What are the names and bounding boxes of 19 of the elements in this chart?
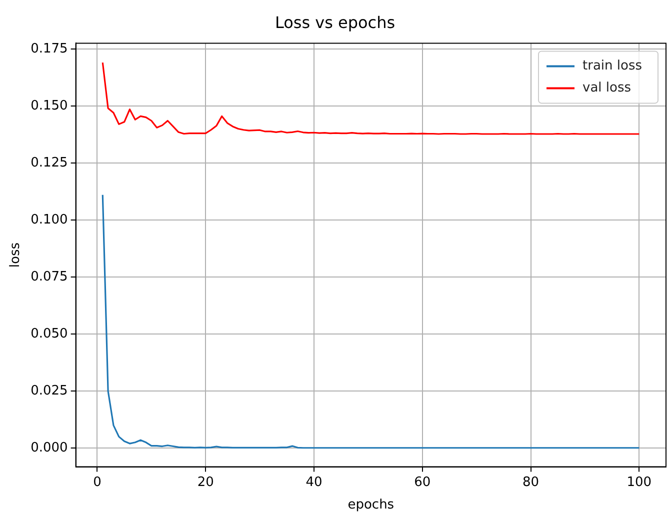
chart-title: Loss vs epochs: [274, 12, 396, 32]
y-tick-label: 0.050: [30, 326, 68, 342]
y-tick-label: 0.125: [30, 155, 68, 170]
x-tick-label: 60: [414, 474, 431, 490]
x-tick-label: 40: [306, 474, 322, 490]
y-tick-label: 0.000: [30, 440, 68, 456]
y-tick-label: 0.175: [30, 41, 68, 56]
y-tick-label: 0.100: [30, 212, 68, 228]
x-tick-label: 0: [93, 474, 102, 490]
x-tick-label: 20: [197, 474, 214, 490]
y-axis-title: loss: [8, 242, 24, 268]
y-tick-label: 0.025: [30, 383, 68, 398]
legend-label: val loss: [582, 80, 632, 96]
y-tick-label: 0.150: [30, 98, 68, 114]
x-tick-label: 80: [522, 474, 540, 490]
legend-label: train loss: [582, 58, 642, 74]
y-tick-label: 0.075: [30, 269, 68, 284]
x-tick-label: 100: [626, 474, 652, 490]
x-axis-title: epochs: [348, 498, 394, 513]
